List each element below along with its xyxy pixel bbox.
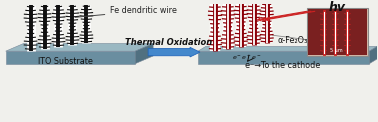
Text: Thermal Oxidation: Thermal Oxidation: [125, 38, 213, 47]
Text: hv: hv: [329, 1, 346, 14]
Polygon shape: [198, 51, 369, 64]
Text: $e^-e^-e^-$: $e^-e^-e^-$: [232, 54, 262, 62]
Polygon shape: [198, 46, 377, 51]
Polygon shape: [135, 44, 153, 64]
FancyBboxPatch shape: [307, 8, 368, 56]
Polygon shape: [6, 51, 135, 64]
Text: Fe dendritic wire: Fe dendritic wire: [75, 6, 177, 17]
Polygon shape: [369, 46, 377, 64]
FancyArrow shape: [148, 47, 200, 57]
Text: α-Fe₂O₃: α-Fe₂O₃: [278, 36, 308, 45]
Polygon shape: [6, 44, 153, 51]
Text: e⁻→To the cathode: e⁻→To the cathode: [245, 61, 320, 70]
Text: 5 μm: 5 μm: [330, 48, 343, 53]
FancyBboxPatch shape: [308, 9, 367, 55]
Text: ITO Substrate: ITO Substrate: [38, 57, 93, 66]
